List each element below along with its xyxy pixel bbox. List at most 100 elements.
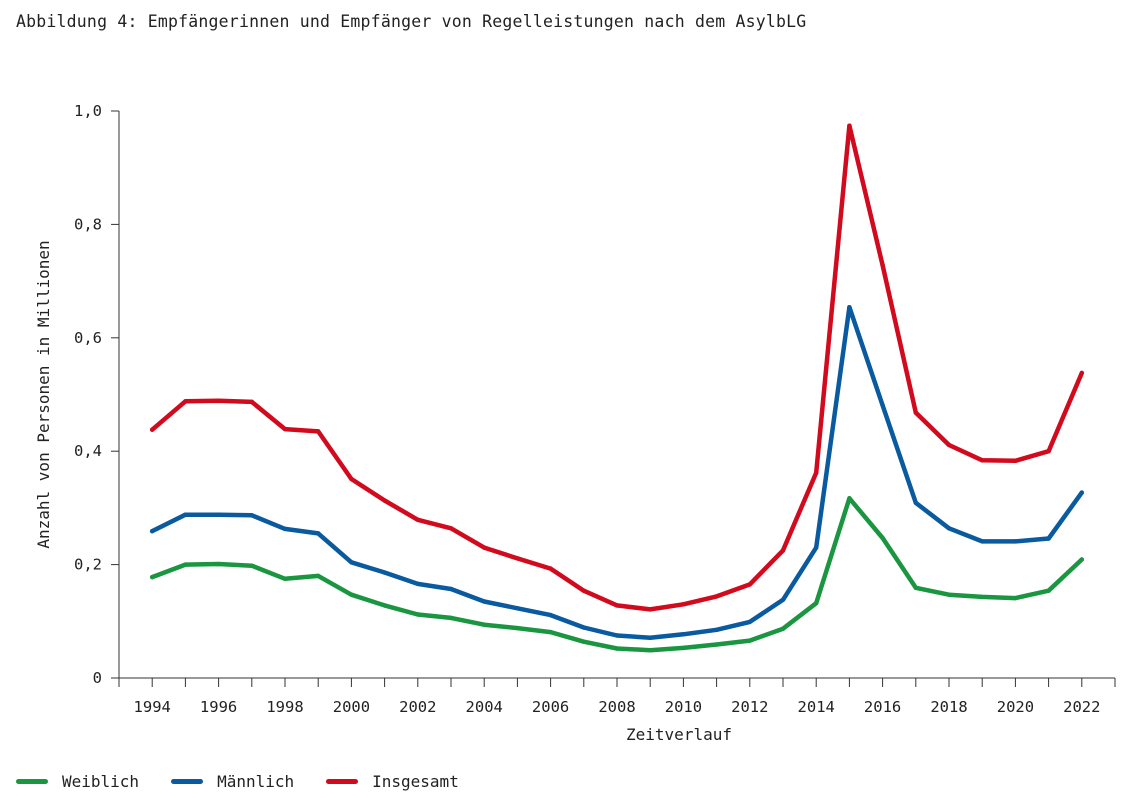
data-point-insgesamt bbox=[216, 398, 221, 403]
data-point-insgesamt bbox=[780, 548, 786, 553]
data-point-insgesamt bbox=[415, 517, 420, 523]
data-point-insgesamt bbox=[814, 470, 819, 475]
data-point-maennlich bbox=[980, 539, 985, 544]
data-point-insgesamt bbox=[681, 602, 686, 607]
data-point-weiblich bbox=[382, 603, 387, 608]
data-point-maennlich bbox=[382, 570, 387, 575]
legend-label: Weiblich bbox=[62, 772, 140, 791]
data-point-weiblich bbox=[349, 592, 354, 597]
data-point-weiblich bbox=[780, 626, 786, 631]
data-point-maennlich bbox=[249, 513, 254, 518]
data-point-insgesamt bbox=[448, 526, 454, 531]
data-point-maennlich bbox=[747, 619, 752, 625]
data-point-weiblich bbox=[814, 600, 819, 606]
data-point-maennlich bbox=[482, 599, 487, 604]
y-tick-label: 1,0 bbox=[74, 102, 102, 120]
data-point-insgesamt bbox=[913, 410, 918, 415]
legend-swatch bbox=[326, 779, 359, 784]
data-point-insgesamt bbox=[648, 607, 653, 612]
data-point-weiblich bbox=[681, 645, 686, 651]
data-point-maennlich bbox=[1046, 536, 1051, 541]
data-point-weiblich bbox=[847, 496, 852, 501]
data-point-insgesamt bbox=[847, 123, 852, 128]
x-axis-title: Zeitverlauf bbox=[626, 725, 732, 744]
data-point-maennlich bbox=[1013, 539, 1018, 544]
legend-swatch bbox=[16, 779, 48, 784]
data-point-maennlich bbox=[681, 632, 686, 637]
data-point-weiblich bbox=[183, 562, 188, 567]
data-point-maennlich bbox=[648, 635, 653, 640]
x-tick-label: 2006 bbox=[532, 698, 569, 716]
data-point-weiblich bbox=[1046, 588, 1051, 593]
y-tick-label: 0 bbox=[93, 669, 102, 687]
legend-item-insgesamt: Insgesamt bbox=[326, 772, 459, 791]
data-point-maennlich bbox=[548, 612, 553, 618]
data-point-insgesamt bbox=[747, 582, 752, 587]
x-tick-label: 1996 bbox=[200, 698, 237, 716]
data-point-weiblich bbox=[282, 576, 288, 581]
data-point-insgesamt bbox=[150, 427, 155, 432]
data-point-weiblich bbox=[1013, 595, 1018, 601]
data-point-maennlich bbox=[814, 545, 819, 550]
x-tick-label: 1994 bbox=[134, 698, 171, 716]
data-point-weiblich bbox=[316, 573, 321, 579]
data-point-weiblich bbox=[913, 585, 918, 591]
legend-label: Männlich bbox=[217, 772, 295, 791]
x-tick-label: 2022 bbox=[1063, 698, 1100, 716]
data-point-maennlich bbox=[448, 586, 454, 592]
data-point-insgesamt bbox=[1079, 370, 1085, 376]
data-point-insgesamt bbox=[349, 476, 354, 482]
data-point-maennlich bbox=[216, 512, 221, 517]
data-point-weiblich bbox=[415, 612, 420, 617]
data-point-maennlich bbox=[847, 304, 852, 310]
x-tick-label: 2002 bbox=[399, 698, 436, 716]
data-point-weiblich bbox=[946, 592, 952, 597]
data-point-maennlich bbox=[614, 633, 620, 638]
data-point-insgesamt bbox=[880, 263, 885, 268]
data-point-weiblich bbox=[150, 574, 155, 580]
x-tick-label: 2020 bbox=[997, 698, 1034, 716]
data-point-weiblich bbox=[1079, 557, 1085, 562]
data-point-weiblich bbox=[648, 648, 653, 653]
data-point-maennlich bbox=[714, 627, 719, 633]
data-point-maennlich bbox=[282, 526, 288, 532]
data-point-insgesamt bbox=[946, 442, 952, 448]
data-point-maennlich bbox=[316, 531, 321, 536]
series-line-maennlich bbox=[149, 304, 1085, 640]
data-point-insgesamt bbox=[482, 545, 487, 550]
data-point-weiblich bbox=[515, 625, 520, 631]
data-point-insgesamt bbox=[183, 399, 188, 404]
data-point-weiblich bbox=[249, 563, 254, 568]
data-point-maennlich bbox=[581, 625, 586, 630]
data-point-maennlich bbox=[515, 606, 520, 611]
y-tick-label: 0,8 bbox=[74, 215, 102, 233]
x-tick-label: 2004 bbox=[466, 698, 503, 716]
data-point-insgesamt bbox=[1013, 458, 1018, 464]
data-point-insgesamt bbox=[316, 429, 321, 434]
data-point-weiblich bbox=[548, 629, 553, 635]
data-point-maennlich bbox=[349, 560, 354, 565]
data-point-insgesamt bbox=[548, 566, 553, 571]
data-point-weiblich bbox=[880, 535, 885, 541]
legend-item-maennlich: Männlich bbox=[171, 772, 294, 791]
x-tick-label: 2016 bbox=[864, 698, 901, 716]
x-tick-label: 1998 bbox=[266, 698, 303, 716]
data-point-weiblich bbox=[216, 561, 221, 567]
data-point-insgesamt bbox=[614, 603, 620, 608]
data-point-insgesamt bbox=[581, 588, 586, 593]
data-point-maennlich bbox=[415, 581, 420, 587]
y-axis-title: Anzahl von Personen in Millionen bbox=[34, 240, 53, 548]
data-point-maennlich bbox=[880, 403, 885, 408]
data-point-maennlich bbox=[150, 528, 155, 534]
data-point-maennlich bbox=[780, 597, 786, 602]
data-point-maennlich bbox=[913, 500, 918, 505]
chart-title: Abbildung 4: Empfängerinnen und Empfänge… bbox=[16, 12, 807, 31]
data-point-insgesamt bbox=[382, 498, 387, 503]
x-tick-label: 2014 bbox=[798, 698, 835, 716]
legend-swatch bbox=[171, 779, 204, 784]
x-tick-label: 2010 bbox=[665, 698, 702, 716]
x-tick-label: 2000 bbox=[333, 698, 370, 716]
y-tick-label: 0,2 bbox=[74, 556, 102, 574]
data-point-weiblich bbox=[448, 615, 454, 621]
